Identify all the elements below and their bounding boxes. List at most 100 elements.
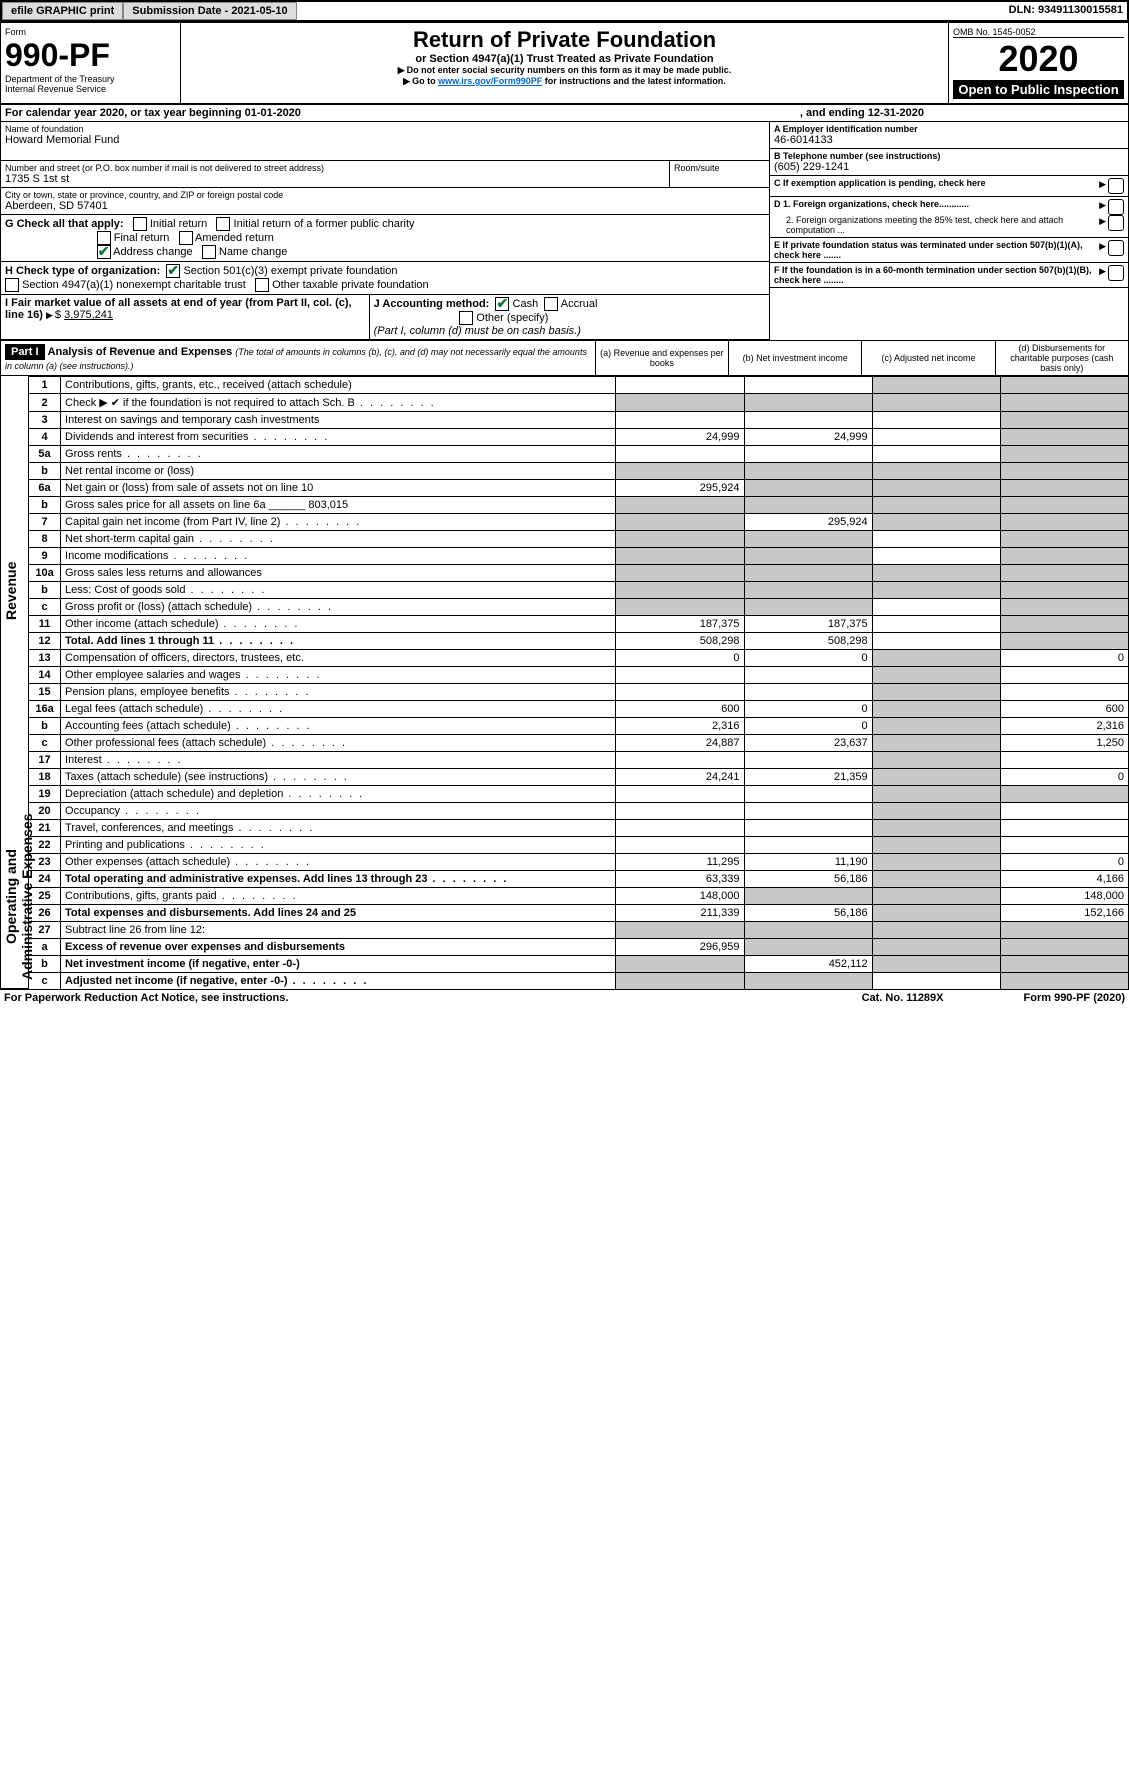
line-number: 4 <box>29 429 61 446</box>
line-value-c <box>872 752 1000 769</box>
cb-other-method[interactable] <box>459 311 473 325</box>
line-number: 14 <box>29 667 61 684</box>
line-value-b <box>744 548 872 565</box>
line-value-dd <box>1000 786 1128 803</box>
line-number: b <box>29 582 61 599</box>
line-value-b: 0 <box>744 701 872 718</box>
line-row: 2Check ▶ ✔ if the foundation is not requ… <box>29 394 1129 412</box>
line-description: Excess of revenue over expenses and disb… <box>61 939 616 956</box>
cb-name-change[interactable] <box>202 245 216 259</box>
line-value-b <box>744 803 872 820</box>
line-value-dd <box>1000 667 1128 684</box>
cb-initial-return[interactable] <box>133 217 147 231</box>
line-value-c <box>872 837 1000 854</box>
line-value-c <box>872 769 1000 786</box>
line-number: 8 <box>29 531 61 548</box>
cb-foreign-85[interactable] <box>1108 215 1124 231</box>
line-value-a: 63,339 <box>616 871 744 888</box>
cb-4947a1[interactable] <box>5 278 19 292</box>
line-value-b <box>744 684 872 701</box>
line-number: 18 <box>29 769 61 786</box>
form-link[interactable]: www.irs.gov/Form990PF <box>438 76 542 86</box>
j-accrual: Accrual <box>561 298 598 310</box>
cb-initial-former[interactable] <box>216 217 230 231</box>
line-value-a <box>616 599 744 616</box>
g-o4: Amended return <box>195 232 274 244</box>
line-value-a <box>616 837 744 854</box>
line-value-dd <box>1000 463 1128 480</box>
line-number: 5a <box>29 446 61 463</box>
cb-status-terminated[interactable] <box>1108 240 1124 256</box>
line-value-a <box>616 803 744 820</box>
line-value-a: 296,959 <box>616 939 744 956</box>
line-number: 3 <box>29 412 61 429</box>
line-value-a: 2,316 <box>616 718 744 735</box>
line-value-c <box>872 871 1000 888</box>
line-value-c <box>872 650 1000 667</box>
line-value-b <box>744 565 872 582</box>
line-value-c <box>872 888 1000 905</box>
cb-exemption-pending[interactable] <box>1108 178 1124 194</box>
line-value-dd <box>1000 820 1128 837</box>
part1-bar: Part I <box>5 344 45 360</box>
line-value-c <box>872 701 1000 718</box>
part1-title: Analysis of Revenue and Expenses <box>48 346 233 358</box>
line-description: Income modifications <box>61 548 616 565</box>
line-value-b: 0 <box>744 650 872 667</box>
lines-grid: 1Contributions, gifts, grants, etc., rec… <box>28 376 1129 990</box>
line-value-dd <box>1000 412 1128 429</box>
efile-button[interactable]: efile GRAPHIC print <box>2 2 123 20</box>
line-value-b: 11,190 <box>744 854 872 871</box>
line-row: 11Other income (attach schedule)187,3751… <box>29 616 1129 633</box>
line-value-b <box>744 480 872 497</box>
g-o1: Initial return <box>150 218 207 230</box>
cb-accrual[interactable] <box>544 297 558 311</box>
cb-501c3[interactable] <box>166 264 180 278</box>
line-row: 18Taxes (attach schedule) (see instructi… <box>29 769 1129 786</box>
addr-label: Number and street (or P.O. box number if… <box>5 163 665 173</box>
line-number: 16a <box>29 701 61 718</box>
line-value-b: 23,637 <box>744 735 872 752</box>
line-value-a: 24,887 <box>616 735 744 752</box>
top-bar: efile GRAPHIC print Submission Date - 20… <box>0 0 1129 22</box>
calyear-begin: For calendar year 2020, or tax year begi… <box>5 107 301 119</box>
line-description: Gross rents <box>61 446 616 463</box>
line-value-dd <box>1000 394 1128 412</box>
line-description: Less: Cost of goods sold <box>61 582 616 599</box>
line-value-c <box>872 786 1000 803</box>
g-label: G Check all that apply: <box>5 218 124 230</box>
line-number: 12 <box>29 633 61 650</box>
line-value-b <box>744 531 872 548</box>
cb-other-taxable[interactable] <box>255 278 269 292</box>
line-description: Pension plans, employee benefits <box>61 684 616 701</box>
line-value-dd <box>1000 582 1128 599</box>
cb-cash[interactable] <box>495 297 509 311</box>
form-subtitle: or Section 4947(a)(1) Trust Treated as P… <box>185 53 944 65</box>
line-value-a <box>616 786 744 803</box>
street-address: 1735 S 1st st <box>5 173 665 185</box>
cb-foreign-org[interactable] <box>1108 199 1124 215</box>
cb-address-change[interactable] <box>97 245 111 259</box>
line-row: bNet investment income (if negative, ent… <box>29 956 1129 973</box>
j-cash: Cash <box>513 298 539 310</box>
line-value-a: 24,241 <box>616 769 744 786</box>
line-row: bLess: Cost of goods sold <box>29 582 1129 599</box>
g-o2: Initial return of a former public charit… <box>234 218 415 230</box>
line-value-a <box>616 497 744 514</box>
line-value-c <box>872 854 1000 871</box>
line-value-a: 508,298 <box>616 633 744 650</box>
line-value-dd <box>1000 684 1128 701</box>
line-value-dd <box>1000 565 1128 582</box>
dln: DLN: 93491130015581 <box>1005 2 1127 20</box>
line-value-a <box>616 463 744 480</box>
city-state-zip: Aberdeen, SD 57401 <box>5 200 765 212</box>
line-row: 17Interest <box>29 752 1129 769</box>
line-row: 4Dividends and interest from securities2… <box>29 429 1129 446</box>
cb-amended[interactable] <box>179 231 193 245</box>
line-value-b <box>744 752 872 769</box>
cb-60-month[interactable] <box>1108 265 1124 281</box>
line-value-c <box>872 582 1000 599</box>
j-label: J Accounting method: <box>374 298 490 310</box>
line-row: 8Net short-term capital gain <box>29 531 1129 548</box>
calendar-year-row: For calendar year 2020, or tax year begi… <box>0 104 1129 122</box>
